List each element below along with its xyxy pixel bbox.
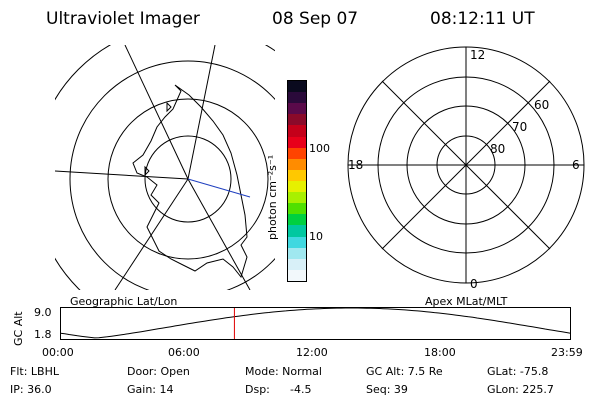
time-tick-0000: 00:00 (42, 346, 74, 359)
altitude-tick-high: 9.0 (34, 306, 52, 319)
color-scale-segment (288, 203, 306, 215)
color-scale-segment (288, 169, 306, 181)
time-tick-2359: 23:59 (551, 346, 583, 359)
lat-circle (69, 60, 275, 290)
time-tick-0600: 06:00 (168, 346, 200, 359)
gc-alt-readout: GC Alt: 7.5 Re (366, 365, 443, 378)
ip-readout: IP: 36.0 (10, 383, 52, 396)
lat-circle (55, 45, 275, 290)
observation-time: 08:12:11 UT (430, 9, 535, 29)
mlat-label-70: 70 (512, 120, 527, 134)
altitude-tick-low: 1.8 (34, 328, 52, 341)
magnetic-polar-plot: 12 18 6 0 60 70 80 (347, 46, 585, 290)
filter-readout: Flt: LBHL (10, 365, 59, 378)
meridian-line (55, 170, 189, 180)
mlt-label-6: 6 (572, 158, 580, 172)
geo-latitude-readout: GLat: -75.8 (487, 365, 549, 378)
color-scale-segment (288, 147, 306, 159)
mlt-line-diagonal (381, 80, 551, 250)
lat-circle (107, 98, 269, 260)
geo-longitude-readout: GLon: 225.7 (487, 383, 554, 396)
time-tick-1800: 18:00 (424, 346, 456, 359)
color-scale-tick-10: 10 (309, 230, 323, 243)
lat-circle (144, 135, 232, 223)
color-scale-segment (288, 136, 306, 148)
color-scale-segment (288, 269, 306, 281)
mlt-label-0: 0 (470, 277, 478, 290)
color-scale-segment (288, 192, 306, 204)
color-scale-segment (288, 225, 306, 237)
mlt-label-18: 18 (348, 158, 363, 172)
observation-date: 08 Sep 07 (272, 9, 359, 29)
magnetic-meridian-line (187, 178, 251, 198)
color-scale-bar (287, 80, 307, 282)
time-tick-1200: 12:00 (296, 346, 328, 359)
meridian-line (187, 45, 216, 180)
color-scale-segment (288, 180, 306, 193)
color-scale-segment (288, 258, 306, 270)
instrument-title: Ultraviolet Imager (46, 9, 200, 29)
meridian-line (114, 178, 189, 290)
sequence-readout: Seq: 39 (366, 383, 408, 396)
lat-circle (55, 45, 275, 290)
door-readout: Door: Open (127, 365, 190, 378)
color-scale-segment (288, 103, 306, 115)
coastline (132, 84, 248, 279)
magnetic-plot-caption: Apex MLat/MLT (425, 295, 508, 308)
mlat-label-80: 80 (490, 142, 505, 156)
altitude-axis-label: GC Alt (12, 311, 25, 346)
geographic-map (55, 45, 275, 290)
dsp-value: -4.5 (290, 383, 312, 396)
color-scale-segment (288, 247, 306, 259)
dsp-readout: Dsp: (245, 383, 270, 396)
color-scale-segment (288, 214, 306, 226)
color-scale-segment (288, 236, 306, 248)
color-scale-segment (288, 92, 306, 104)
altitude-timeline-plot (60, 307, 571, 340)
altitude-curve (60, 307, 571, 339)
gain-readout: Gain: 14 (127, 383, 174, 396)
color-scale-segment (288, 125, 306, 137)
coastline-island (166, 101, 172, 113)
altitude-plot-frame (60, 307, 571, 340)
mlt-label-12: 12 (470, 48, 485, 62)
coastline-island (144, 165, 150, 177)
mlat-label-60: 60 (534, 98, 549, 112)
meridian-line (187, 178, 251, 290)
color-scale-segment (288, 81, 306, 93)
mode-readout: Mode: Normal (245, 365, 322, 378)
color-scale-segment (288, 114, 306, 126)
meridian-line (124, 45, 189, 180)
color-scale-unit-label: photon cm⁻²s⁻¹ (266, 154, 279, 240)
geographic-map-caption: Geographic Lat/Lon (70, 295, 178, 308)
color-scale-tick-100: 100 (309, 142, 330, 155)
color-scale-segment (288, 158, 306, 170)
